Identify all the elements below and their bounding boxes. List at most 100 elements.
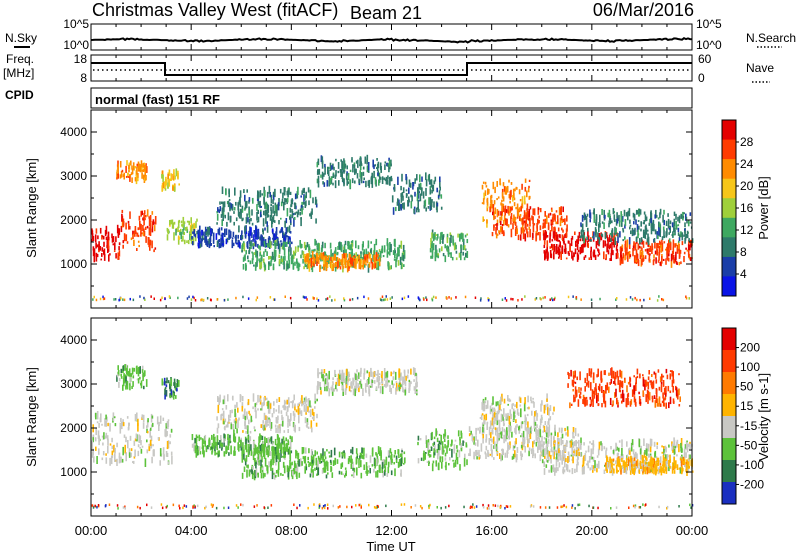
echo-cell — [142, 217, 144, 221]
echo-cell — [265, 415, 267, 420]
echo-cell — [162, 174, 164, 183]
echo-cell — [290, 247, 292, 256]
echo-cell — [273, 220, 276, 223]
echo-cell — [151, 422, 154, 427]
echo-cell — [507, 395, 509, 402]
echo-cell — [565, 257, 568, 260]
echo-cell — [403, 389, 405, 393]
echo-cell — [306, 263, 309, 270]
echo-cell — [670, 253, 673, 262]
echo-cell — [271, 451, 274, 460]
echo-cell — [114, 242, 116, 251]
echo-cell — [240, 447, 243, 451]
echo-cell — [431, 255, 434, 259]
echo-cell — [494, 215, 496, 219]
echo-cell — [395, 455, 398, 461]
echo-cell — [580, 442, 582, 450]
echo-cell — [282, 447, 285, 450]
echo-cell — [598, 237, 601, 245]
echo-cell — [233, 434, 235, 442]
echo-cell — [538, 215, 540, 219]
echo-cell — [425, 179, 428, 187]
echo-cell — [256, 211, 258, 221]
echo-cell — [300, 254, 302, 259]
echo-cell — [310, 420, 313, 429]
echo-cell — [133, 239, 135, 246]
echo-cell — [405, 189, 408, 192]
echo-cell — [302, 447, 305, 454]
echo-cell — [601, 448, 603, 451]
echo-cell — [674, 229, 676, 236]
echo-cell — [283, 465, 286, 474]
echo-cell — [417, 435, 420, 441]
echo-cell — [343, 170, 345, 174]
echo-cell — [143, 385, 145, 390]
echo-cell — [104, 418, 106, 427]
echo-cell — [119, 174, 122, 179]
echo-cell — [431, 249, 434, 253]
echo-cell — [190, 237, 193, 244]
echo-cell — [583, 241, 585, 248]
echo-cell — [602, 240, 605, 248]
echo-cell — [283, 187, 286, 195]
echo-cell — [546, 450, 549, 455]
echo-cell — [520, 408, 522, 418]
echo-cell — [592, 440, 595, 447]
echo-cell — [470, 430, 472, 435]
echo-cell — [542, 430, 544, 433]
echo-cell — [140, 380, 143, 389]
echo-band — [541, 437, 693, 476]
echo-cell — [524, 233, 527, 242]
echo-cell — [553, 231, 556, 238]
echo-cell — [246, 189, 248, 193]
echo-cell — [244, 458, 246, 462]
echo-cell — [375, 386, 378, 391]
echo-cell — [598, 244, 600, 247]
echo-cell — [349, 262, 352, 268]
echo-cell — [362, 241, 364, 248]
echo-cell — [493, 441, 496, 449]
echo-cell — [435, 460, 438, 467]
echo-cell — [358, 458, 360, 466]
echo-cell — [369, 468, 371, 474]
echo-cell — [292, 255, 294, 262]
echo-cell — [248, 444, 250, 451]
echo-cell — [329, 162, 332, 171]
echo-cell — [596, 395, 598, 404]
echo-cell — [174, 386, 176, 389]
echo-cell — [244, 225, 246, 235]
echo-cell — [121, 422, 123, 425]
echo-cell — [233, 419, 236, 424]
echo-cell — [560, 437, 562, 446]
echo-cell — [595, 214, 598, 221]
echo-cell — [194, 445, 197, 454]
echo-cell — [661, 236, 664, 241]
echo-cell — [208, 243, 211, 249]
echo-cell — [317, 242, 320, 251]
echo-cell — [299, 212, 302, 216]
echo-cell — [590, 256, 593, 260]
echo-cell — [625, 212, 628, 217]
echo-cell — [622, 257, 624, 264]
echo-cell — [323, 369, 326, 374]
echo-cell — [263, 244, 266, 248]
echo-cell — [673, 470, 676, 474]
echo-cell — [387, 450, 390, 456]
echo-cell — [416, 174, 418, 181]
echo-cell — [621, 383, 624, 389]
echo-cell — [529, 206, 532, 210]
echo-cell — [551, 244, 554, 251]
echo-cell — [336, 459, 339, 464]
echo-cell — [386, 249, 389, 258]
echo-cell — [491, 449, 493, 454]
echo-cell — [229, 234, 231, 239]
echo-cell — [504, 208, 506, 213]
echo-cell — [335, 262, 337, 267]
echo-cell — [207, 229, 209, 237]
echo-cell — [524, 178, 527, 183]
echo-cell — [322, 374, 324, 382]
echo-cell — [493, 457, 495, 460]
echo-cell — [551, 225, 553, 232]
echo-cell — [497, 210, 500, 216]
echo-cell — [617, 236, 619, 243]
